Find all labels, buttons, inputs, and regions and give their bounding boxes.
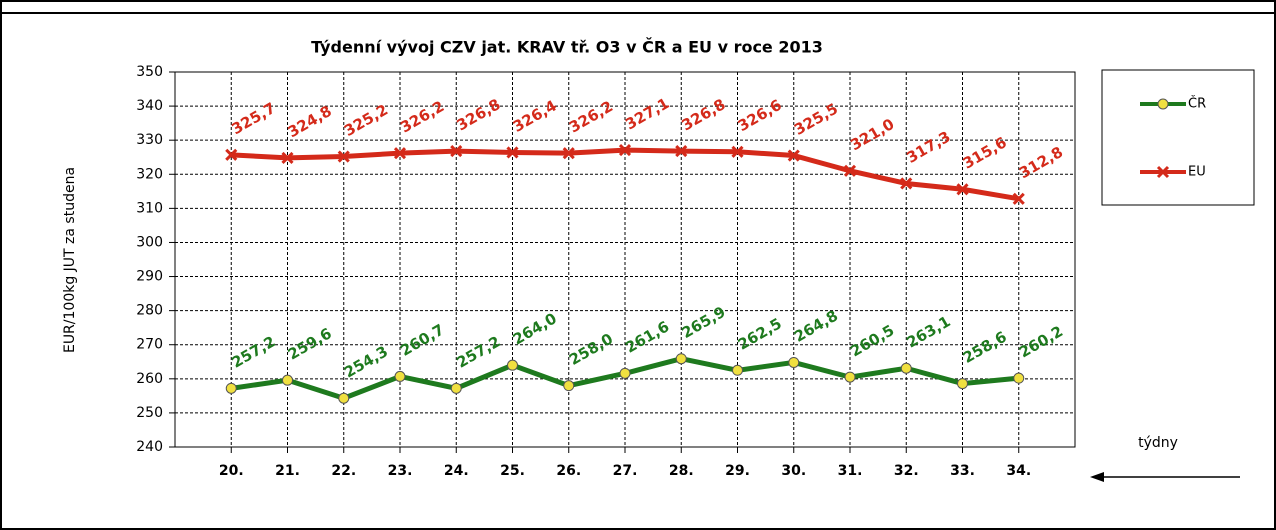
data-label: 259,6	[285, 324, 335, 363]
y-tick-label: 260	[136, 371, 163, 387]
data-label: 257,2	[229, 332, 279, 371]
x-tick-label: 21.	[275, 463, 300, 479]
marker	[394, 370, 406, 382]
y-tick-label: 320	[136, 166, 163, 182]
y-tick-label: 250	[136, 405, 163, 421]
data-label: 262,5	[735, 314, 785, 353]
marker	[225, 148, 238, 161]
marker	[1156, 165, 1170, 179]
data-label: 263,1	[904, 312, 954, 351]
data-label: 326,2	[397, 97, 447, 136]
marker	[900, 177, 913, 190]
x-axis-label: týdny	[1138, 435, 1178, 451]
marker	[506, 146, 519, 159]
x-tick-label: 20.	[219, 463, 244, 479]
data-label: 254,3	[341, 342, 391, 381]
y-axis-label: EUR/100kg JUT za studena	[62, 167, 78, 353]
data-label: 325,5	[791, 100, 841, 139]
marker	[225, 382, 237, 394]
plot-area	[174, 71, 1076, 448]
marker	[450, 145, 463, 158]
marker	[732, 364, 743, 376]
data-label: 257,2	[454, 332, 504, 371]
y-tick-label: 330	[136, 132, 163, 148]
data-label: 260,7	[397, 320, 447, 359]
marker	[787, 149, 800, 162]
data-label: 265,9	[679, 303, 729, 342]
x-tick-label: 30.	[781, 463, 806, 479]
marker	[1013, 372, 1025, 384]
data-label: 264,8	[791, 307, 841, 346]
x-tick-label: 26.	[556, 463, 581, 479]
data-label: 326,2	[566, 97, 616, 136]
y-tick-label: 300	[136, 234, 163, 250]
data-label: 326,4	[510, 97, 560, 136]
marker	[507, 359, 518, 371]
legend	[1101, 69, 1255, 206]
data-label: 325,7	[229, 99, 279, 138]
x-tick-label: 33.	[950, 463, 975, 479]
marker	[338, 392, 350, 404]
marker	[900, 362, 912, 374]
marker	[1012, 192, 1025, 205]
x-tick-label: 34.	[1006, 463, 1031, 479]
data-label: 312,8	[1016, 143, 1066, 182]
legend-label: EU	[1188, 165, 1206, 180]
data-label: 324,8	[285, 102, 335, 141]
marker	[675, 145, 688, 158]
chart-title: Týdenní vývoj CZV jat. KRAV tř. O3 v ČR …	[311, 38, 823, 57]
x-tick-label: 24.	[444, 463, 469, 479]
y-tick-label: 340	[136, 98, 163, 114]
marker	[450, 382, 462, 394]
x-tick-label: 32.	[894, 463, 919, 479]
y-tick-label: 240	[136, 439, 163, 455]
marker	[562, 147, 575, 160]
data-label: 326,6	[735, 96, 785, 135]
marker	[956, 183, 969, 196]
x-tick-label: 31.	[838, 463, 863, 479]
marker	[281, 151, 294, 164]
data-label: 317,3	[904, 128, 954, 167]
x-tick-label: 27.	[613, 463, 638, 479]
data-label: 326,8	[454, 95, 504, 134]
marker	[844, 371, 856, 383]
arrow-head	[1090, 472, 1104, 482]
data-label: 260,2	[1016, 322, 1066, 361]
data-label: 261,6	[622, 317, 672, 356]
data-label: 258,0	[566, 330, 616, 369]
data-label: 258,6	[960, 328, 1010, 367]
x-tick-label: 25.	[500, 463, 525, 479]
x-tick-label: 23.	[388, 463, 413, 479]
data-label: 260,5	[847, 321, 897, 360]
marker	[618, 144, 632, 157]
x-tick-label: 28.	[669, 463, 694, 479]
data-label: 315,6	[960, 133, 1010, 172]
legend-label: ČR	[1188, 96, 1206, 112]
data-label: 264,0	[510, 309, 560, 348]
y-tick-label: 280	[136, 303, 163, 319]
marker	[731, 145, 744, 158]
marker	[788, 356, 800, 368]
data-label: 321,0	[847, 115, 897, 154]
marker	[282, 374, 293, 386]
marker	[957, 378, 968, 390]
marker	[843, 164, 857, 177]
marker	[393, 147, 407, 160]
marker	[619, 367, 631, 379]
y-tick-label: 270	[136, 337, 163, 353]
marker	[337, 150, 350, 163]
data-label: 326,8	[679, 95, 729, 134]
marker	[1157, 98, 1169, 110]
marker	[675, 353, 687, 365]
marker	[563, 380, 575, 392]
x-tick-label: 22.	[331, 463, 356, 479]
y-tick-label: 310	[136, 200, 163, 216]
y-tick-label: 290	[136, 269, 163, 285]
x-tick-label: 29.	[725, 463, 750, 479]
data-label: 327,1	[622, 94, 672, 133]
y-tick-label: 350	[136, 64, 163, 80]
